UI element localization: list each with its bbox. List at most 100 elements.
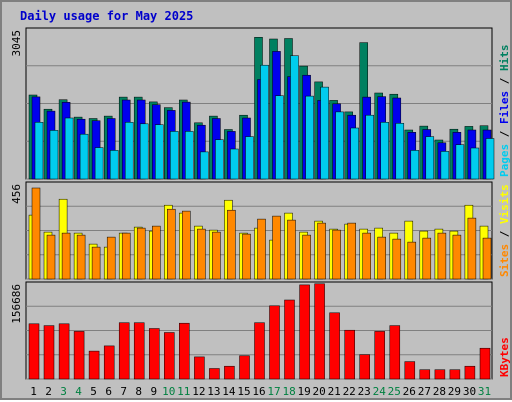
bar-kbytes-30 (464, 365, 476, 380)
bar-sites-17 (272, 215, 281, 280)
bar-sites-11 (182, 210, 191, 280)
bar-kbytes-2 (43, 325, 55, 380)
x-tick-label-24: 24 (373, 385, 387, 398)
bar-kbytes-5 (88, 350, 100, 380)
x-tick-label-8: 8 (135, 385, 142, 398)
x-tick-label-29: 29 (448, 385, 461, 398)
x-tick-label-17: 17 (267, 385, 280, 398)
bar-pages-22 (350, 127, 359, 180)
bar-pages-9 (155, 124, 164, 180)
x-tick-label-6: 6 (105, 385, 112, 398)
bar-pages-16 (260, 64, 269, 180)
bar-kbytes-14 (224, 365, 235, 380)
bar-sites-24 (377, 236, 386, 280)
legend-visits-sites: Sites / Visits (498, 184, 511, 277)
bar-sites-10 (167, 208, 176, 280)
bar-kbytes-21 (329, 312, 340, 380)
bar-pages-13 (215, 139, 224, 180)
bar-pages-5 (94, 147, 104, 180)
x-tick-label-14: 14 (222, 385, 236, 398)
bar-sites-13 (212, 231, 221, 280)
bar-pages-26 (410, 150, 420, 180)
bar-kbytes-6 (103, 345, 115, 380)
bar-kbytes-10 (164, 332, 175, 380)
bar-pages-29 (455, 144, 465, 180)
bar-pages-30 (470, 147, 480, 180)
bar-sites-3 (61, 232, 71, 280)
bar-sites-28 (437, 232, 447, 280)
legend-entry-pages: Pages (498, 144, 511, 177)
legend-kbytes: KBytes (498, 337, 511, 377)
bar-pages-8 (139, 123, 149, 180)
x-tick-label-7: 7 (120, 385, 127, 398)
bar-kbytes-7 (118, 322, 130, 380)
legend-entry-kbytes: KBytes (498, 337, 511, 377)
bar-kbytes-13 (209, 368, 220, 380)
x-tick-label-28: 28 (433, 385, 446, 398)
x-tick-label-22: 22 (343, 385, 356, 398)
bar-sites-22 (347, 222, 356, 280)
ymax-label-hits-files-pages: 3045 (10, 30, 23, 57)
bar-kbytes-18 (284, 299, 295, 380)
bar-pages-15 (245, 136, 254, 180)
bar-pages-23 (365, 114, 374, 180)
bar-sites-15 (242, 233, 251, 280)
chart-title: Daily usage for May 2025 (20, 9, 194, 23)
bar-pages-18 (290, 55, 299, 180)
x-tick-label-11: 11 (177, 385, 190, 398)
bar-sites-6 (106, 236, 116, 280)
bar-kbytes-31 (479, 347, 491, 380)
x-tick-label-16: 16 (252, 385, 265, 398)
bar-pages-27 (425, 136, 435, 180)
bar-kbytes-25 (389, 325, 401, 380)
bar-pages-1 (34, 122, 44, 180)
bar-pages-28 (440, 151, 450, 180)
x-tick-label-20: 20 (312, 385, 325, 398)
bar-kbytes-26 (404, 361, 416, 380)
bar-sites-21 (332, 229, 341, 280)
bar-kbytes-11 (179, 322, 190, 380)
bar-pages-19 (305, 95, 314, 180)
bar-kbytes-8 (133, 322, 145, 380)
bar-sites-18 (287, 219, 296, 280)
x-tick-label-10: 10 (162, 385, 175, 398)
bar-sites-19 (302, 234, 311, 280)
legend-hits-files-pages: Pages / Files / Hits (498, 45, 511, 178)
x-tick-label-9: 9 (150, 385, 157, 398)
bar-pages-24 (380, 122, 389, 180)
bar-sites-4 (76, 234, 86, 280)
bar-kbytes-29 (449, 369, 461, 380)
bar-sites-7 (121, 232, 131, 280)
x-tick-label-30: 30 (463, 385, 476, 398)
bar-sites-31 (482, 237, 492, 280)
x-tick-label-4: 4 (75, 385, 82, 398)
bar-pages-20 (320, 86, 329, 180)
bar-sites-20 (317, 222, 326, 280)
bar-sites-30 (467, 217, 477, 280)
bar-kbytes-15 (239, 355, 250, 380)
bar-pages-3 (64, 117, 74, 180)
x-tick-label-2: 2 (45, 385, 52, 398)
bar-kbytes-16 (254, 322, 265, 380)
bar-sites-9 (152, 225, 161, 280)
ymax-label-visits-sites: 456 (10, 184, 23, 204)
bar-sites-14 (227, 209, 236, 280)
bar-pages-31 (485, 138, 495, 180)
x-tick-label-27: 27 (418, 385, 431, 398)
x-tick-label-5: 5 (90, 385, 97, 398)
bar-pages-4 (79, 133, 89, 180)
bar-kbytes-27 (419, 369, 431, 380)
bar-pages-10 (170, 131, 179, 180)
ymax-label-kbytes: 156686 (10, 284, 23, 324)
bar-kbytes-17 (269, 305, 280, 380)
bar-sites-29 (452, 234, 462, 280)
legend-entry-visits: Visits (498, 184, 511, 224)
bar-pages-2 (49, 130, 59, 180)
x-tick-label-1: 1 (30, 385, 37, 398)
x-tick-label-21: 21 (328, 385, 341, 398)
legend-entry-hits: Hits (498, 45, 511, 72)
legend-separator: / (498, 124, 511, 144)
bar-kbytes-19 (299, 284, 310, 380)
